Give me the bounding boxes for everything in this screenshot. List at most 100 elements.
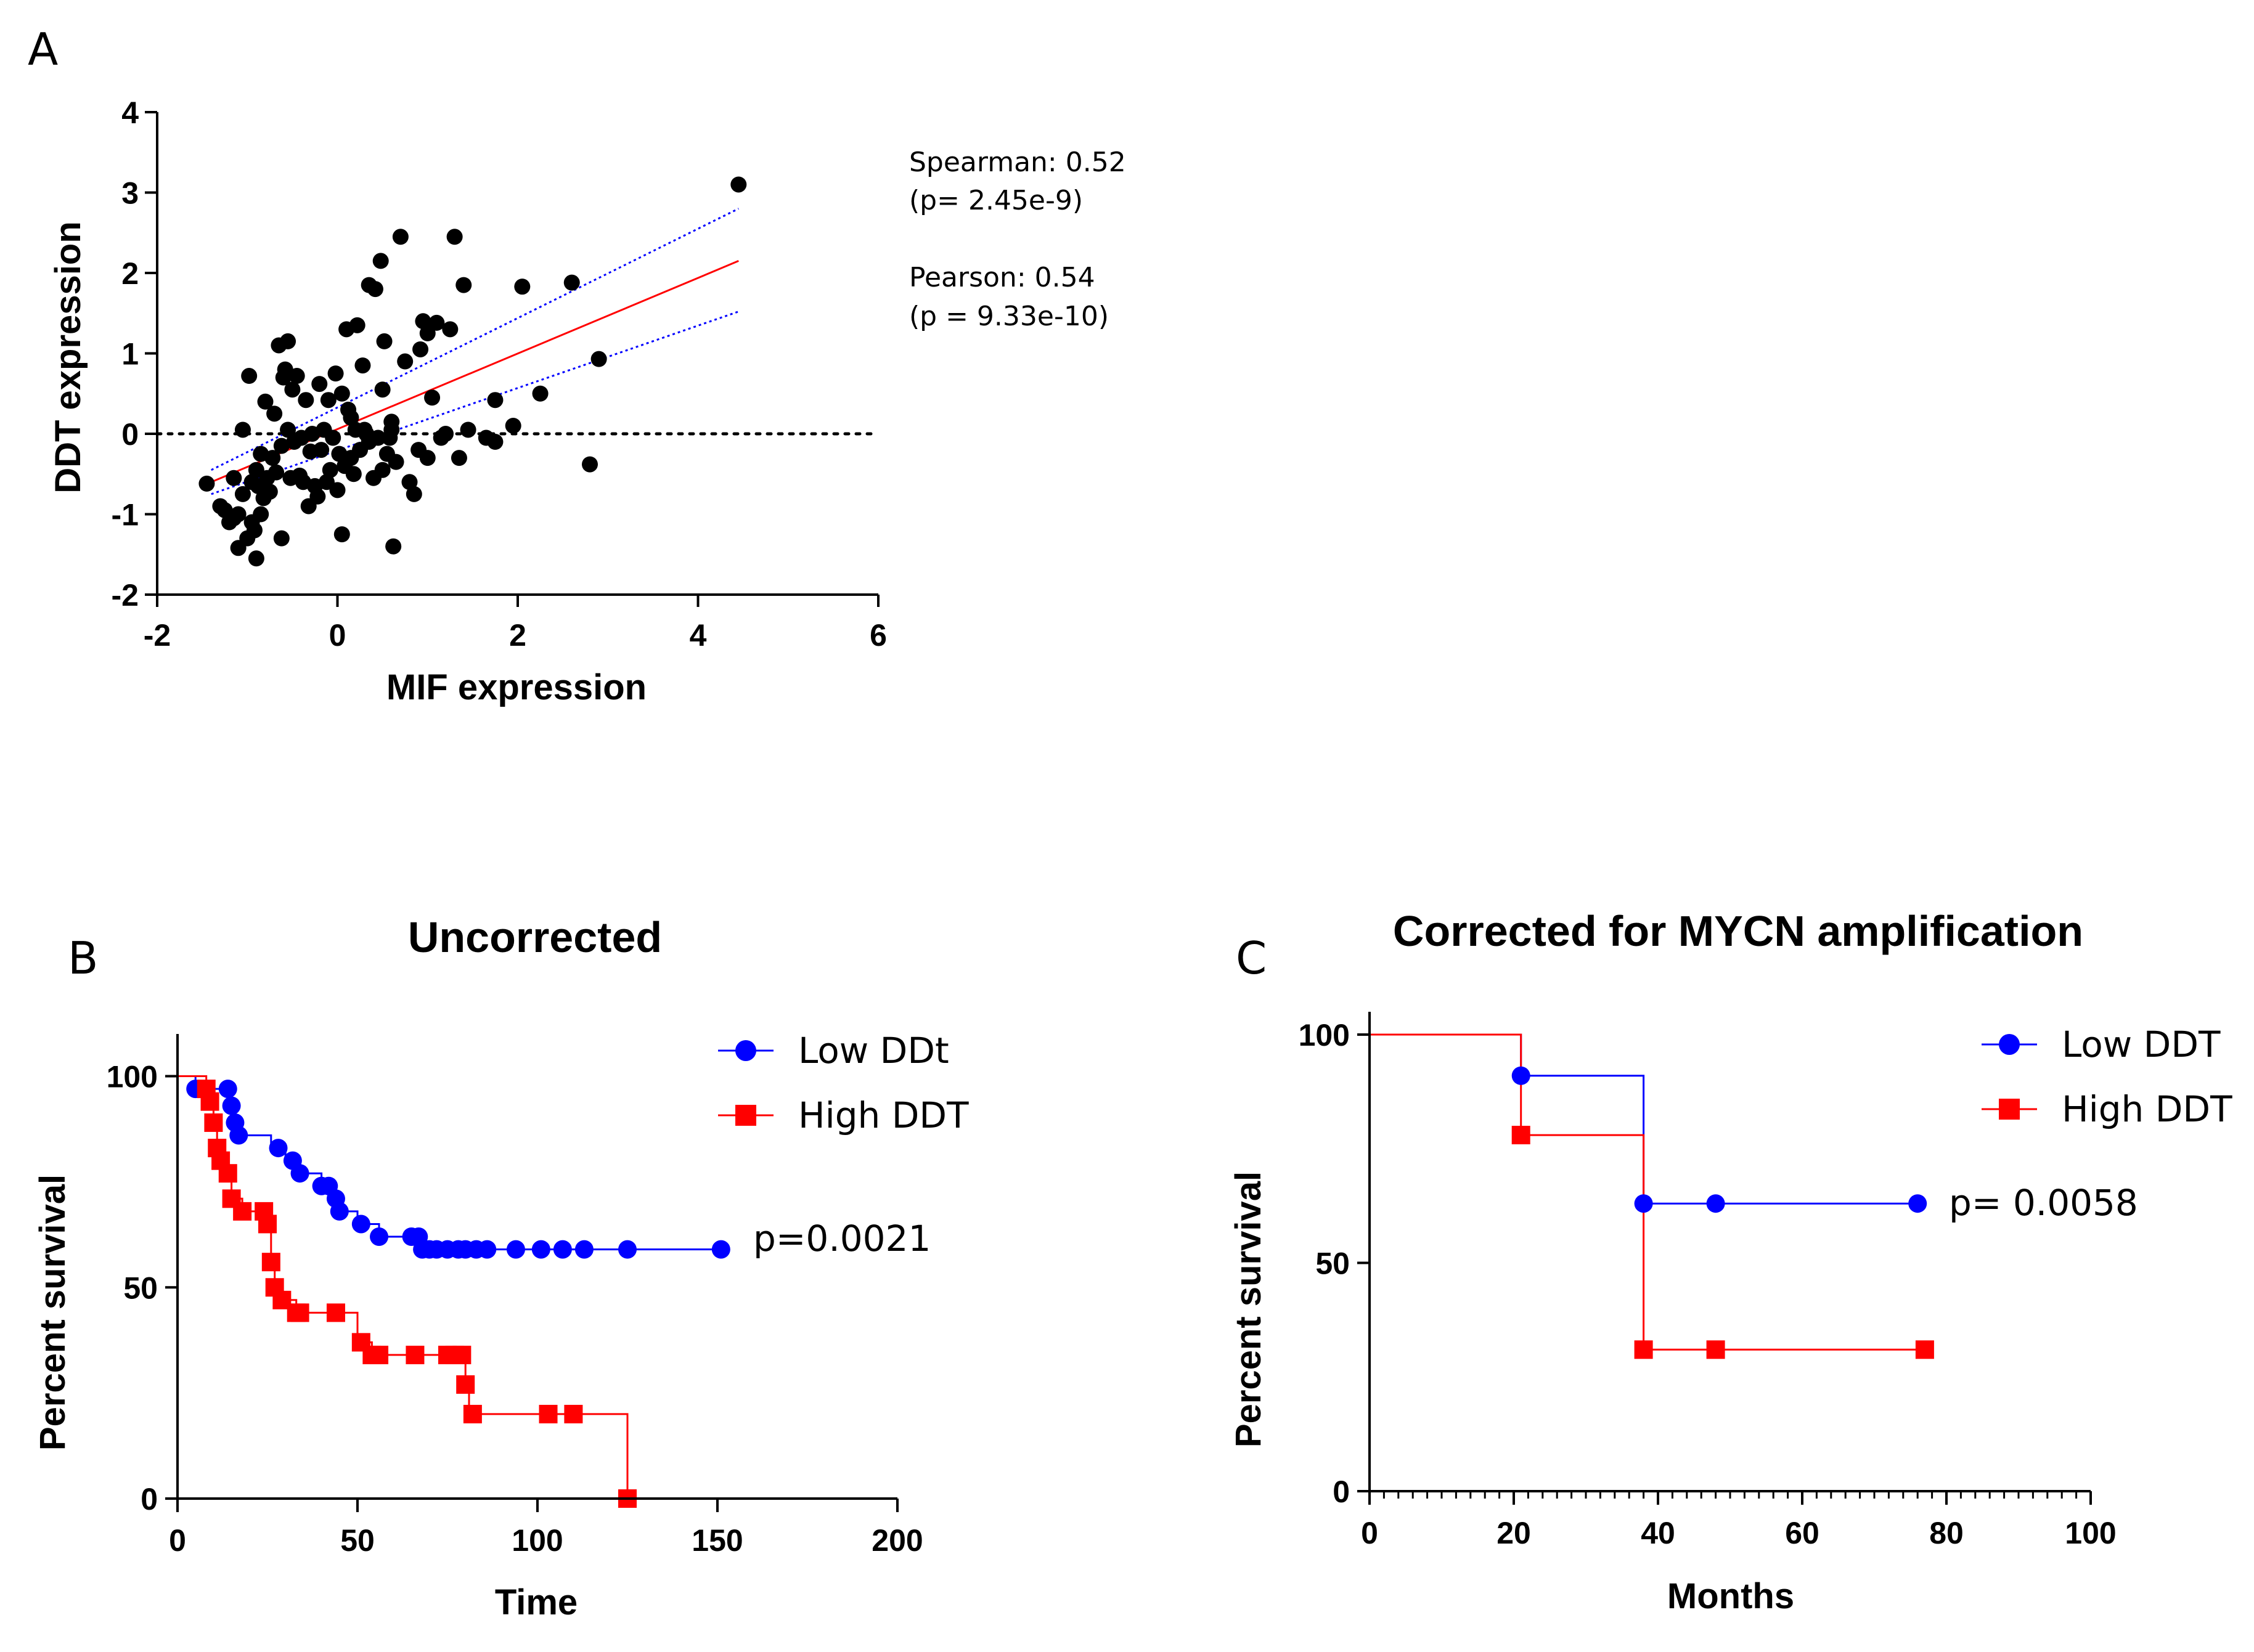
y-tick-label-a: 1	[121, 337, 139, 372]
pearson-stat: Pearson: 0.54	[909, 262, 1095, 293]
scatter-point	[273, 530, 290, 547]
scatter-point	[273, 437, 290, 454]
censor-mark-high-b	[258, 1215, 277, 1234]
censor-mark-high-b	[200, 1092, 219, 1111]
censor-mark-low-b	[478, 1240, 497, 1259]
scatter-point	[442, 321, 459, 338]
x-tick-label-b: 150	[692, 1523, 743, 1558]
scatter-point	[311, 376, 328, 393]
y-tick-label-c: 0	[1333, 1475, 1350, 1509]
scatter-point	[234, 421, 251, 438]
censor-mark-high-b	[456, 1375, 475, 1394]
scatter-point	[412, 341, 429, 357]
legend-label-high-c: High DDT	[2062, 1088, 2232, 1130]
scatter-point	[590, 351, 607, 367]
y-tick-label-a: -1	[112, 498, 139, 532]
x-tick-label-c: 80	[1929, 1516, 1964, 1550]
y-tick-label-c: 50	[1315, 1247, 1350, 1281]
km-chart-b: Uncorrected 0 50 100 150 200 0 50 100 Time Perc…	[33, 913, 969, 1622]
y-tick-label-a: 0	[121, 417, 139, 452]
scatter-point	[514, 279, 531, 295]
p-value-c: p= 0.0058	[1949, 1182, 2138, 1224]
scatter-point	[374, 381, 391, 398]
censor-mark-low-c	[1511, 1066, 1530, 1085]
scatter-point	[234, 486, 251, 502]
scatter-point	[345, 466, 362, 482]
scatter-point	[329, 482, 346, 498]
censor-mark-high-c	[1706, 1340, 1725, 1359]
legend-b: Low DDt High DDT	[718, 1030, 969, 1136]
scatter-point	[415, 313, 431, 330]
censor-mark-low-b	[618, 1240, 637, 1259]
km-chart-c: Corrected for MYCN amplification 0 20 40 60…	[1228, 907, 2232, 1616]
scatter-point	[487, 434, 504, 450]
scatter-point	[333, 385, 350, 402]
censor-mark-low-b	[574, 1240, 594, 1259]
scatter-point	[280, 333, 296, 349]
scatter-point	[563, 274, 580, 291]
ci-lower-line	[211, 311, 739, 495]
censor-mark-high-c	[1915, 1340, 1934, 1359]
scatter-point	[253, 506, 269, 523]
censor-mark-high-b	[463, 1404, 482, 1423]
scatter-point	[446, 229, 463, 245]
y-axis-title-b: Percent survival	[33, 1174, 73, 1451]
scatter-point	[325, 429, 341, 446]
scatter-point	[246, 522, 263, 539]
scatter-point	[226, 470, 242, 486]
censor-mark-low-b	[218, 1080, 237, 1099]
censor-mark-high-b	[406, 1345, 425, 1364]
scatter-point	[288, 368, 305, 385]
censor-mark-high-b	[564, 1404, 583, 1423]
panel-letter-b: B	[68, 932, 98, 984]
y-tick-label-a: 3	[121, 176, 139, 211]
scatter-point	[349, 317, 365, 333]
scatter-point	[385, 538, 402, 555]
x-tick-label-a: 2	[509, 618, 526, 653]
x-tick-label-b: 200	[872, 1523, 923, 1558]
y-axis-title-c: Percent survival	[1228, 1171, 1268, 1447]
y-tick-label-b: 0	[141, 1482, 158, 1516]
censor-mark-high-b	[452, 1345, 472, 1364]
censor-mark-low-c	[1706, 1194, 1725, 1213]
scatter-point	[374, 462, 391, 478]
censor-mark-high-b	[204, 1113, 223, 1132]
scatter-point	[505, 417, 521, 434]
scatter-point	[322, 462, 338, 478]
scatter-point	[327, 365, 344, 382]
scatter-point	[376, 333, 393, 349]
censor-mark-high-c	[1511, 1126, 1530, 1145]
censor-mark-low-b	[269, 1139, 288, 1158]
x-tick-label-c: 0	[1361, 1516, 1378, 1550]
censor-mark-low-b	[222, 1096, 241, 1115]
y-tick-label-a: -2	[112, 578, 139, 612]
censor-mark-low-b	[531, 1240, 550, 1259]
chart-title-c: Corrected for MYCN amplification	[1393, 907, 2083, 955]
scatter-point	[428, 314, 445, 331]
p-value-b: p=0.0021	[753, 1218, 931, 1259]
censor-mark-high-b	[218, 1164, 237, 1183]
x-tick-label-c: 20	[1497, 1516, 1531, 1550]
scatter-point	[261, 483, 278, 500]
y-axis-title-a: DDT expression	[48, 221, 88, 494]
censor-mark-low-b	[229, 1126, 248, 1145]
scatter-point	[367, 281, 383, 298]
panel-letter-a: A	[28, 23, 58, 75]
ci-upper-line	[211, 208, 739, 471]
censor-mark-high-c	[1634, 1340, 1653, 1359]
x-tick-label-b: 100	[512, 1523, 563, 1558]
scatter-point	[268, 464, 285, 481]
x-tick-label-b: 50	[340, 1523, 375, 1558]
x-tick-label-a: -2	[144, 618, 171, 653]
censor-mark-low-c	[1908, 1194, 1927, 1213]
x-tick-label-c: 100	[2065, 1516, 2116, 1550]
x-tick-label-c: 40	[1641, 1516, 1675, 1550]
y-tick-label-b: 100	[107, 1060, 158, 1094]
legend-marker-low-c	[1999, 1034, 2020, 1055]
panel-letter-c: C	[1236, 932, 1267, 984]
scatter-point	[284, 381, 301, 398]
legend-label-low-b: Low DDt	[798, 1030, 949, 1072]
km-curve-high-c	[1370, 1033, 1925, 1351]
censor-mark-low-b	[553, 1240, 572, 1259]
